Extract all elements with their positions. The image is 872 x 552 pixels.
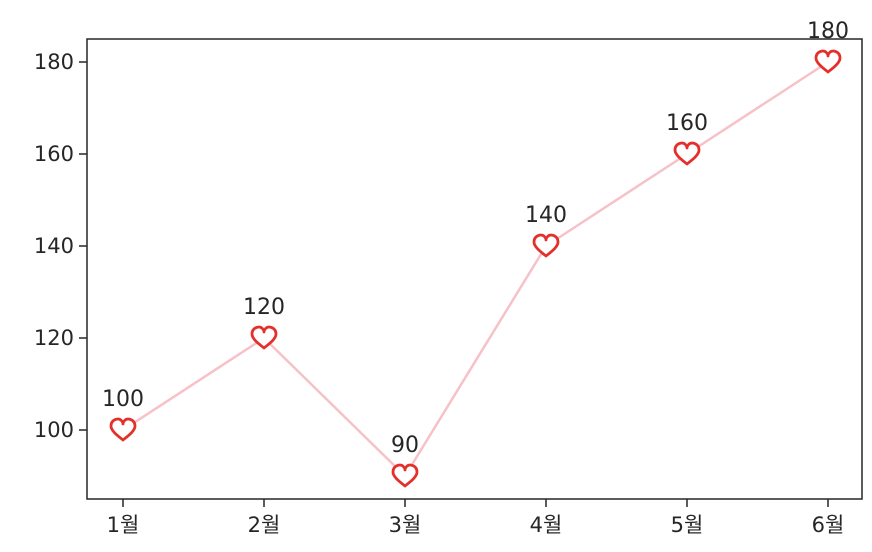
data-label: 100 [102,387,144,412]
plot-frame [86,38,863,500]
data-label: 140 [525,203,567,228]
x-tick-label: 4월 [530,513,563,537]
heart-marker [250,325,278,350]
data-label: 90 [391,433,419,458]
data-label: 160 [666,111,708,136]
heart-marker [109,417,137,442]
data-label-layer: 100 120 90 140 160 180 [102,19,849,458]
y-tick-label: 160 [34,142,74,166]
x-tick-label: 2월 [248,513,281,537]
x-tick-label: 3월 [389,513,422,537]
series-line [122,60,829,478]
y-axis: 100 120 140 160 180 [34,50,87,442]
heart-marker [391,463,419,488]
data-label: 120 [243,295,285,320]
x-axis: 1월 2월 3월 4월 5월 6월 [107,499,845,537]
x-tick-label: 5월 [671,513,704,537]
heart-marker [532,233,560,258]
series-layer [109,49,842,488]
y-tick-label: 120 [34,326,74,350]
x-tick-label: 1월 [107,513,140,537]
x-tick-label: 6월 [812,513,845,537]
heart-marker [673,141,701,166]
y-tick-label: 140 [34,234,74,258]
heart-marker [814,49,842,74]
data-label: 180 [807,19,849,44]
y-tick-label: 100 [34,418,74,442]
y-tick-label: 180 [34,50,74,74]
